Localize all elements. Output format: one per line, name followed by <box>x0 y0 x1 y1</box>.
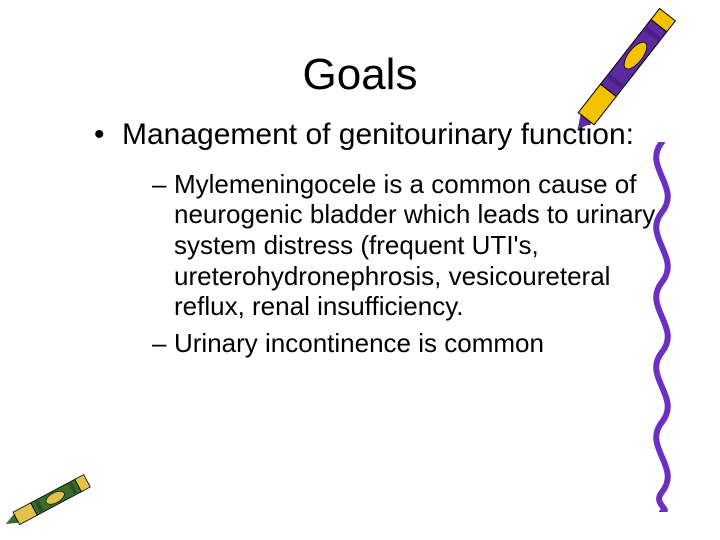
slide: Goals Management of genitourinary functi… <box>0 0 720 540</box>
squiggle-line-icon <box>632 142 692 512</box>
crayon-small-icon <box>4 466 94 536</box>
bullet-level-2: Mylemeningocele is a common cause of neu… <box>152 169 660 322</box>
crayon-icon <box>560 0 690 144</box>
bullet-level-2: Urinary incontinence is common <box>152 328 660 359</box>
